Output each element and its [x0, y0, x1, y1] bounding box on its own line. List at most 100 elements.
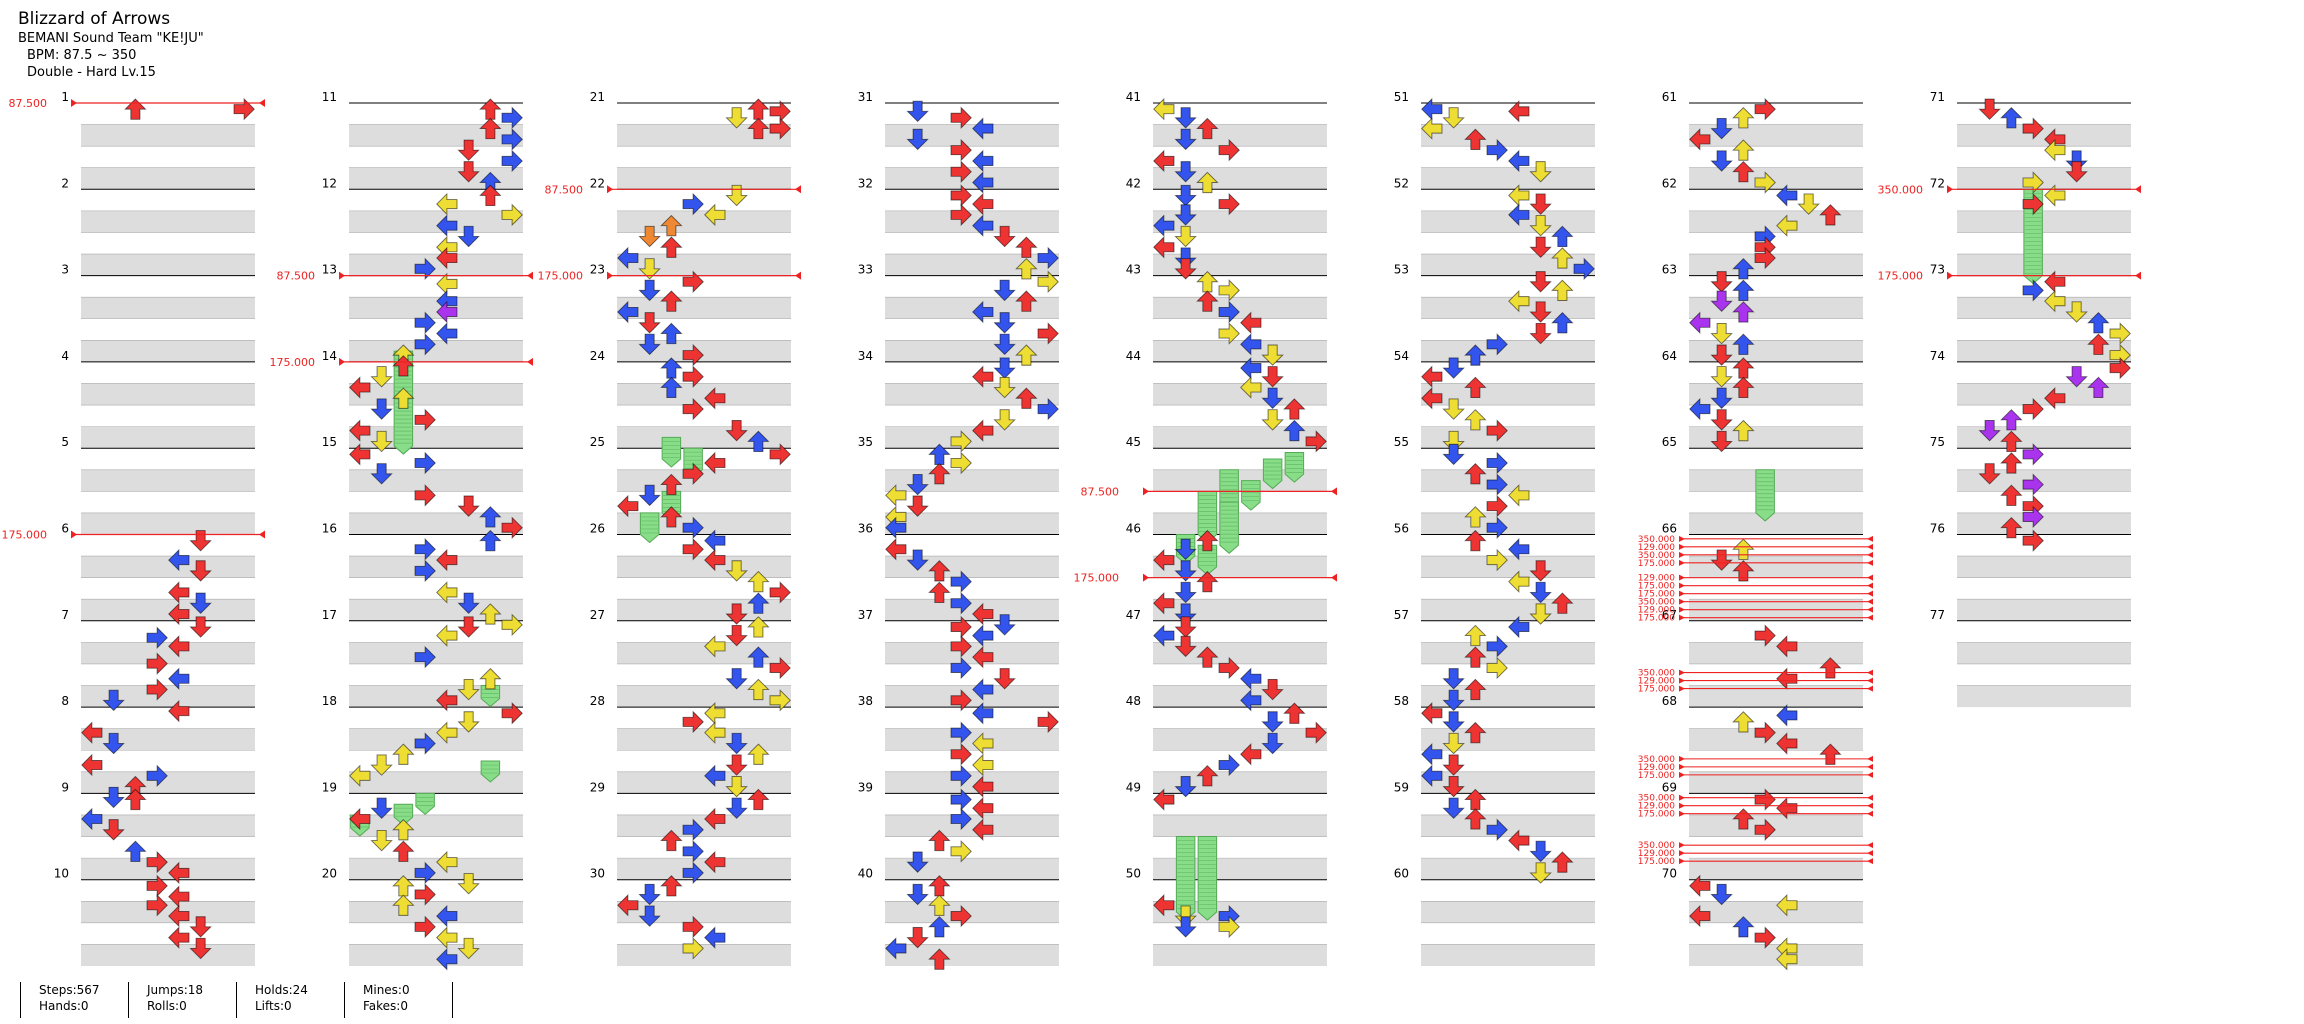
beat-row-shade — [1689, 901, 1863, 923]
step-arrow — [370, 463, 393, 485]
stat-value: Jumps:18 — [147, 983, 204, 997]
step-arrow — [769, 443, 791, 466]
step-arrow — [1776, 214, 1798, 237]
step-arrow — [2000, 409, 2023, 431]
step-arrow — [1710, 387, 1733, 410]
measure-13: 13 — [322, 263, 523, 362]
measure-59: 59 — [1394, 780, 1595, 880]
step-arrow — [993, 357, 1016, 379]
step-arrow — [1218, 753, 1240, 777]
measure-number: 61 — [1662, 90, 1677, 104]
step-arrow — [993, 409, 1016, 431]
beat-row-shade — [885, 124, 1059, 147]
beat-row-shade — [617, 426, 791, 449]
step-arrow — [501, 702, 523, 725]
step-arrow — [1196, 570, 1219, 593]
bpm-label: 175.000 — [1638, 582, 1675, 592]
beat-row-shade — [81, 901, 255, 923]
step-arrow — [1732, 279, 1755, 301]
beat-row-shade — [617, 901, 791, 923]
step-arrow — [1464, 409, 1487, 431]
step-arrow — [1015, 387, 1038, 409]
step-arrow — [436, 947, 458, 971]
beat-row-shade — [617, 469, 791, 492]
bpm-label: 87.500 — [1081, 485, 1120, 498]
step-arrow — [1776, 947, 1798, 971]
beat-row-shade — [617, 340, 791, 362]
beat-row-shade — [1689, 167, 1863, 190]
step-arrow — [2022, 473, 2044, 496]
step-arrow — [2000, 430, 2023, 452]
measure-number: 75 — [1930, 435, 1945, 449]
measure-number: 19 — [322, 780, 337, 794]
measure-53: 53 — [1394, 263, 1595, 362]
step-arrow — [1442, 711, 1465, 733]
hold-note — [1197, 836, 1218, 921]
step-arrow — [993, 333, 1016, 356]
step-arrow — [950, 160, 972, 183]
step-arrow — [928, 581, 951, 604]
step-arrow — [189, 530, 212, 552]
step-arrow — [1776, 184, 1798, 207]
beat-row-shade — [1957, 340, 2131, 362]
step-arrow — [1174, 603, 1197, 625]
step-arrow — [972, 624, 994, 647]
step-arrow — [1240, 689, 1262, 712]
step-arrow — [479, 98, 502, 120]
step-arrow — [1442, 107, 1465, 129]
step-arrow — [1442, 443, 1465, 466]
step-arrow — [1261, 366, 1284, 388]
step-arrow — [1978, 98, 2001, 120]
beat-row-shade — [617, 685, 791, 708]
step-arrow — [1529, 271, 1552, 293]
step-arrow — [972, 149, 994, 173]
step-arrow — [928, 948, 951, 970]
step-arrow — [928, 894, 951, 916]
step-arrow — [1732, 333, 1755, 355]
step-arrow — [168, 904, 190, 928]
step-arrow — [436, 246, 458, 270]
measure-73: 73 — [1930, 263, 2131, 362]
measure-number: 20 — [322, 867, 337, 881]
step-arrow — [1421, 387, 1443, 410]
stat-divider — [452, 982, 471, 1018]
measure-23: 23 — [590, 263, 791, 362]
bpm-changes: 87.500 175.000 87.500 175.000 87.500 175.000 8… — [2, 97, 2141, 867]
measure-55: 55 — [1394, 435, 1595, 535]
measure-63: 63 — [1662, 263, 1863, 362]
step-arrow — [682, 270, 704, 293]
step-arrow — [1283, 702, 1306, 724]
beat-row-shade — [1421, 512, 1595, 535]
step-arrow — [2087, 311, 2110, 334]
beat-row-shade — [1153, 426, 1327, 449]
bpm-label: 175.000 — [2, 529, 48, 542]
measure-77: 77 — [1930, 608, 2131, 708]
step-arrow — [682, 915, 704, 939]
step-arrow — [1196, 529, 1219, 552]
step-arrow — [1710, 430, 1733, 453]
step-arrow — [189, 616, 212, 638]
measure-number: 39 — [858, 780, 873, 794]
step-arrow — [885, 538, 907, 561]
step-arrow — [1529, 581, 1552, 604]
step-arrow — [436, 214, 458, 237]
measure-number: 18 — [322, 694, 337, 708]
step-arrow — [2000, 516, 2023, 539]
step-arrow — [704, 387, 726, 410]
hold-note — [1219, 501, 1239, 554]
step-arrow — [146, 652, 168, 675]
step-arrow — [1218, 192, 1240, 216]
step-arrow — [704, 721, 726, 744]
step-arrow — [1754, 246, 1776, 270]
step-arrow — [1754, 788, 1776, 811]
beat-row-shade — [617, 814, 791, 837]
step-arrow — [1551, 225, 1574, 248]
step-arrow — [972, 419, 994, 442]
measure-number: 73 — [1930, 263, 1945, 277]
beat-row-shade — [1689, 383, 1863, 406]
step-arrow — [725, 668, 748, 690]
step-arrow — [725, 603, 748, 625]
step-arrow — [1174, 247, 1197, 269]
step-arrow — [660, 322, 683, 345]
measure-number: 67 — [1662, 608, 1677, 622]
